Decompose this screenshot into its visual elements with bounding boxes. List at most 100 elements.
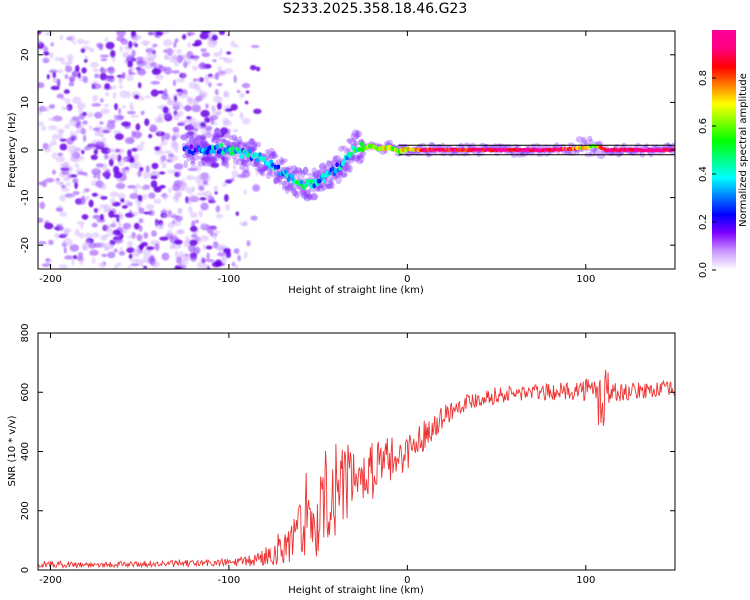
noise-blob <box>202 244 206 251</box>
noise-blob <box>70 135 78 141</box>
noise-blob <box>173 93 183 97</box>
ridge-halo <box>310 193 319 201</box>
noise-blob <box>139 244 144 251</box>
ridge-point <box>188 149 192 155</box>
ridge-halo <box>214 132 221 141</box>
noise-blob <box>142 171 150 180</box>
noise-blob <box>78 113 85 120</box>
noise-blob <box>225 33 231 37</box>
noise-blob <box>113 171 123 179</box>
noise-blob <box>184 104 192 112</box>
noise-blob <box>186 31 196 36</box>
noise-blob <box>213 51 221 58</box>
ridge-halo <box>267 147 276 157</box>
ridge-halo <box>341 145 347 150</box>
ridge-halo <box>319 163 327 170</box>
noise-blob <box>140 110 145 116</box>
ridge-halo <box>319 182 326 188</box>
noise-blob <box>166 49 175 54</box>
noise-blob <box>178 134 184 139</box>
noise-blob <box>38 241 47 245</box>
noise-blob <box>150 80 161 85</box>
ridge-halo <box>326 160 334 168</box>
ridge-halo <box>357 152 363 160</box>
noise-blob <box>52 76 58 84</box>
noise-blob <box>140 141 145 146</box>
ridge-halo <box>220 138 226 143</box>
noise-blob <box>60 57 65 65</box>
ridge-halo <box>298 169 305 175</box>
ridge-halo <box>310 192 318 201</box>
noise-blob <box>55 207 64 212</box>
noise-blob <box>116 262 122 267</box>
ridge-halo <box>326 159 331 166</box>
noise-blob <box>244 100 249 105</box>
noise-blob <box>223 92 231 98</box>
noise-blob <box>99 213 104 221</box>
noise-blob <box>185 131 193 138</box>
noise-blob <box>170 155 179 161</box>
noise-blob <box>66 182 71 187</box>
noise-blob <box>158 171 166 175</box>
noise-blob <box>93 208 98 213</box>
noise-blob <box>150 180 158 189</box>
ridge-halo <box>533 143 541 149</box>
noise-blob <box>119 45 123 53</box>
ridge-halo <box>237 135 243 145</box>
spectrogram-y-tick-label: 10 <box>20 96 31 109</box>
ridge-halo <box>343 164 348 172</box>
ridge-halo <box>300 170 305 179</box>
noise-blob <box>105 227 113 233</box>
noise-blob <box>71 258 75 266</box>
noise-blob <box>237 174 246 179</box>
ridge-halo <box>224 139 231 147</box>
ridge-halo <box>221 139 227 146</box>
colorbar-label: Normalized spectral amplitude <box>738 73 749 227</box>
noise-blob <box>143 265 148 269</box>
noise-blob <box>64 65 73 73</box>
colorbar-tick-label: 0.6 <box>698 118 709 134</box>
ridge-halo <box>306 176 313 181</box>
ridge-halo <box>189 134 194 144</box>
noise-blob <box>78 232 85 239</box>
ridge-halo <box>329 177 334 186</box>
noise-blob <box>220 72 227 76</box>
ridge-halo <box>192 154 200 161</box>
ridge-halo <box>209 151 214 160</box>
ridge-halo <box>242 158 250 163</box>
ridge-halo <box>347 137 353 145</box>
noise-blob <box>109 154 119 161</box>
noise-blob <box>84 195 90 201</box>
noise-blob <box>213 95 223 103</box>
ridge-halo <box>325 183 332 189</box>
ridge-halo <box>303 190 311 199</box>
noise-blob <box>49 52 54 59</box>
ridge-halo <box>301 189 307 194</box>
ridge-halo <box>317 169 326 174</box>
ridge-halo <box>352 154 360 163</box>
noise-blob <box>71 159 80 163</box>
noise-blob <box>230 103 238 111</box>
noise-blob <box>145 61 150 66</box>
noise-blob <box>133 36 139 43</box>
ridge-halo <box>270 151 276 157</box>
noise-blob <box>73 41 76 45</box>
noise-blob <box>124 137 135 145</box>
noise-blob <box>243 189 248 195</box>
noise-blob <box>191 104 202 113</box>
noise-blob <box>225 140 231 147</box>
noise-blob <box>38 31 42 35</box>
ridge-point <box>262 156 267 162</box>
ridge-halo <box>211 155 217 161</box>
noise-blob <box>74 228 80 237</box>
noise-blob <box>222 182 227 188</box>
ridge-point <box>308 179 312 184</box>
ridge-halo <box>340 172 348 178</box>
ridge-halo <box>267 154 275 160</box>
noise-blob <box>45 258 50 262</box>
noise-blob <box>127 149 132 157</box>
ridge-point <box>335 162 339 168</box>
spectrogram-x-tick-label: 0 <box>404 274 410 285</box>
noise-blob <box>128 40 133 49</box>
noise-blob <box>232 128 239 133</box>
